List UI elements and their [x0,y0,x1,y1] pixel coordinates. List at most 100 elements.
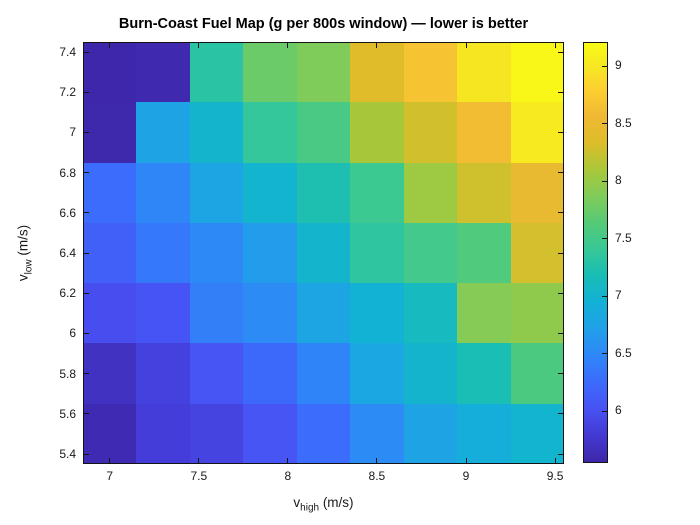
y-tick-label: 6.6 [59,205,76,220]
y-tick-mark [558,131,563,133]
heatmap-cell [136,42,190,102]
y-tick-mark [84,131,89,133]
heatmap-cell [297,42,350,102]
heatmap-cell [83,343,136,404]
x-tick-mark [465,43,467,48]
y-tick-mark [558,91,563,93]
heatmap-cell [136,343,190,404]
heatmap-cell [350,404,404,464]
chart-title: Burn-Coast Fuel Map (g per 800s window) … [118,16,529,32]
heatmap-cell [404,102,457,163]
x-tick-mark [465,458,467,463]
x-tick-mark [198,43,200,48]
heatmap-cell [457,343,511,404]
heatmap-cell [243,163,297,223]
x-tick-label: 8 [284,469,292,483]
y-tick-label: 7.2 [59,85,76,100]
y-tick-label: 5.4 [59,447,76,461]
colorbar-tick-label: 8 [615,173,622,187]
y-axis-label-base: v [15,274,31,282]
x-tick-label: 9 [462,469,470,483]
x-tick-mark [376,43,378,48]
heatmap-cell [511,343,564,404]
y-tick-mark [558,292,563,294]
heatmap-cell [511,42,564,102]
heatmap-cell [136,102,190,163]
y-tick-mark [84,453,89,455]
heatmap-cell [350,42,404,102]
y-tick-mark [558,172,563,174]
heatmap-cell [457,223,511,283]
x-axis-label-unit: (m/s) [319,495,354,510]
heatmap-cell [404,42,457,102]
colorbar-tick-mark [602,353,607,355]
heatmap-cell [190,283,243,343]
heatmap-cell [511,163,564,223]
heatmap-cell [350,102,404,163]
heatmap-cell [511,223,564,283]
x-axis-label-base: v [293,495,301,510]
heatmap-cell [350,223,404,283]
heatmap-cell [350,283,404,343]
y-tick-mark [84,51,89,53]
heatmap-cell [190,404,243,464]
y-tick-mark [84,252,89,254]
x-tick-mark [376,458,378,463]
heatmap-cell [457,42,511,102]
heatmap-cell [83,42,136,102]
x-tick-mark [554,458,556,463]
heatmap-cell [457,283,511,343]
heatmap-cell [404,163,457,223]
y-tick-label: 6 [69,326,76,341]
y-tick-mark [84,91,89,93]
colorbar-tick-mark [602,123,607,124]
heatmap-cell [350,163,404,223]
y-axis-label-subscript: low [23,259,35,275]
heatmap-cell [136,223,190,283]
heatmap-cell [404,283,457,343]
heatmap-cell [136,404,190,464]
heatmap-cell [404,404,457,464]
y-tick-mark [84,172,89,174]
heatmap-cell [350,343,404,404]
x-tick-mark [554,43,556,48]
colorbar-tick-label: 6.5 [615,345,632,360]
x-tick-label: 7.5 [190,469,208,483]
heatmap-cell [190,343,243,404]
y-tick-mark [558,413,563,415]
heatmap-cell [83,223,136,283]
colorbar-tick-mark [602,410,607,412]
y-tick-mark [84,373,89,375]
x-tick-mark [198,458,200,463]
y-tick-label: 6.8 [59,165,76,180]
x-tick-label: 8.5 [368,469,386,483]
y-tick-mark [84,413,89,415]
heatmap-cell [83,102,136,163]
heatmap-cell [404,223,457,283]
heatmap-cell [136,163,190,223]
colorbar-tick-label: 7 [615,288,622,303]
heatmap-cell [243,102,297,163]
y-tick-label: 5.8 [59,366,76,381]
y-tick-mark [84,332,89,334]
heatmap-cell [297,343,350,404]
y-tick-mark [558,212,563,214]
heatmap-cell [243,343,297,404]
heatmap-cell [297,163,350,223]
heatmap-cell [511,102,564,163]
colorbar-tick-mark [602,65,607,67]
x-tick-mark [109,458,111,463]
y-tick-mark [558,373,563,375]
y-tick-mark [558,332,563,334]
colorbar-tick-label: 9 [615,58,622,72]
plot-area [83,42,564,464]
x-tick-mark [287,43,289,48]
y-tick-label: 5.6 [59,406,76,421]
heatmap-cell [83,283,136,343]
colorbar-tick-label: 6 [615,403,622,418]
x-tick-label: 7 [106,469,114,483]
heatmap-cell [297,102,350,163]
heatmap-cell [297,404,350,464]
heatmap-cell [297,223,350,283]
